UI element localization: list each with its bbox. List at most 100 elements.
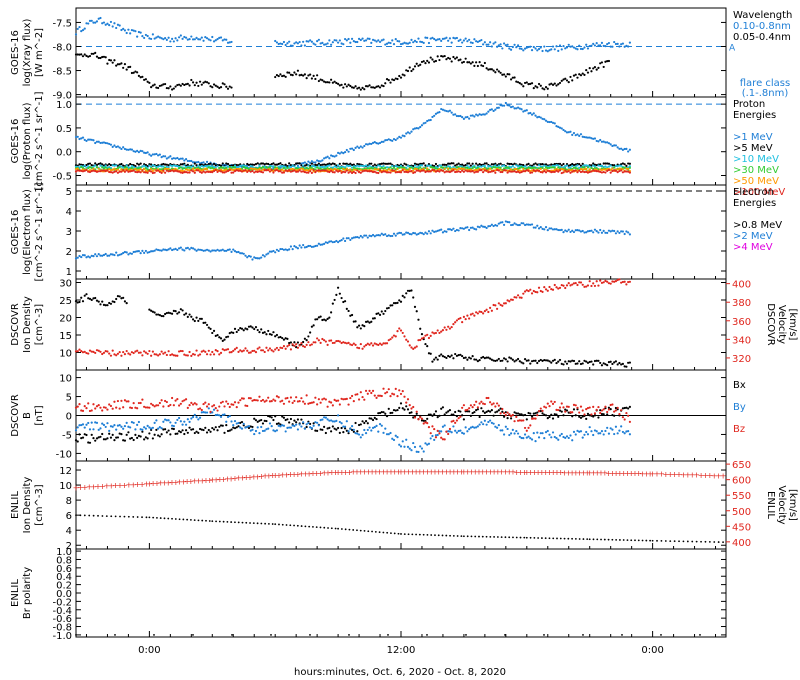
data-mark-0-0 — [583, 46, 586, 49]
data-mark-2-0 — [398, 231, 401, 234]
data-mark-1-2 — [452, 165, 455, 168]
data-mark-1-2 — [345, 164, 348, 167]
data-mark-1-2 — [209, 165, 212, 168]
data-mark-1-2 — [363, 164, 366, 168]
data-mark-2-0 — [307, 244, 310, 248]
data-mark-4-2 — [427, 425, 431, 429]
y2tick-label-3-0: 320 — [732, 354, 751, 365]
data-mark-1-5 — [150, 170, 153, 173]
data-mark-0-0 — [571, 45, 574, 48]
data-mark-3-0 — [359, 327, 362, 330]
data-mark-1-3 — [398, 166, 401, 169]
data-mark-4-2 — [116, 399, 120, 403]
data-mark-1-3 — [494, 166, 497, 169]
data-mark-1-2 — [471, 165, 474, 168]
data-mark-4-1 — [316, 421, 319, 424]
data-mark-1-1 — [485, 162, 488, 165]
data-mark-4-1 — [193, 413, 196, 416]
data-mark-5-0 — [327, 527, 329, 529]
data-mark-3-1 — [592, 282, 595, 285]
data-mark-2-0 — [81, 253, 85, 257]
data-mark-4-1 — [219, 415, 223, 419]
data-mark-1-4 — [509, 168, 513, 171]
data-mark-0-0 — [536, 49, 539, 52]
data-mark-0-0 — [335, 39, 338, 42]
data-mark-1-4 — [349, 168, 352, 171]
data-mark-1-5 — [396, 170, 399, 174]
data-mark-0-0 — [130, 28, 134, 32]
data-mark-0-1 — [452, 55, 455, 59]
data-mark-3-0 — [249, 325, 252, 328]
ytick-label-0-2: -8.0 — [52, 42, 72, 53]
data-mark-4-2 — [198, 407, 202, 410]
data-mark-1-4 — [340, 170, 343, 173]
data-mark-2-0 — [399, 231, 403, 235]
data-mark-1-2 — [516, 165, 520, 168]
data-mark-0-0 — [368, 37, 371, 40]
data-mark-1-1 — [219, 164, 223, 167]
data-mark-0-1 — [408, 66, 411, 69]
data-mark-2-0 — [338, 239, 341, 243]
data-mark-1-0 — [433, 114, 436, 117]
data-mark-4-1 — [275, 429, 279, 432]
data-mark-1-1 — [490, 163, 493, 166]
data-mark-3-0 — [469, 357, 472, 360]
data-mark-1-2 — [338, 165, 341, 169]
data-mark-0-1 — [221, 82, 224, 85]
data-mark-1-5 — [578, 169, 581, 172]
data-mark-1-3 — [102, 167, 106, 170]
data-mark-5-0 — [630, 539, 633, 542]
data-mark-2-0 — [225, 249, 228, 252]
data-mark-2-0 — [606, 231, 609, 234]
data-mark-3-1 — [567, 282, 570, 285]
data-mark-0-1 — [345, 85, 348, 88]
data-mark-4-0 — [473, 410, 476, 414]
data-mark-5-0 — [470, 535, 473, 538]
data-mark-5-0 — [578, 538, 581, 540]
data-mark-0-1 — [509, 78, 513, 81]
data-mark-4-2 — [87, 402, 90, 405]
data-mark-4-1 — [413, 445, 417, 449]
data-mark-1-0 — [614, 144, 618, 147]
data-mark-1-5 — [333, 171, 336, 174]
data-mark-3-0 — [436, 358, 439, 361]
data-mark-4-2 — [158, 401, 161, 405]
data-mark-3-0 — [181, 309, 184, 312]
data-mark-3-0 — [87, 297, 90, 300]
data-mark-4-0 — [364, 419, 368, 423]
data-mark-4-2 — [249, 397, 252, 400]
data-mark-1-1 — [604, 162, 607, 165]
data-mark-5-0 — [645, 539, 648, 542]
data-mark-4-1 — [546, 429, 549, 433]
data-mark-5-0 — [686, 540, 689, 543]
data-mark-1-2 — [279, 165, 282, 168]
data-mark-0-0 — [205, 37, 209, 40]
data-mark-2-0 — [316, 244, 319, 247]
data-mark-1-4 — [469, 168, 472, 171]
data-mark-4-1 — [225, 420, 228, 423]
data-mark-1-2 — [539, 165, 542, 168]
data-mark-1-5 — [543, 170, 546, 173]
data-mark-4-0 — [529, 412, 532, 415]
data-mark-5-0 — [649, 539, 651, 542]
data-mark-1-0 — [436, 111, 439, 114]
y2tick-label-5-3: 550 — [732, 491, 751, 502]
data-mark-5-0 — [141, 516, 143, 519]
data-mark-1-1 — [616, 163, 619, 166]
data-mark-0-1 — [333, 80, 336, 83]
data-mark-0-1 — [225, 85, 228, 88]
data-mark-3-0 — [385, 307, 389, 310]
data-mark-1-4 — [604, 168, 607, 171]
data-mark-1-0 — [501, 104, 504, 107]
data-mark-1-0 — [312, 161, 315, 164]
data-mark-0-1 — [541, 87, 544, 90]
data-mark-3-0 — [171, 312, 174, 315]
data-mark-1-0 — [188, 159, 191, 163]
data-mark-2-0 — [621, 230, 625, 233]
data-mark-0-0 — [562, 44, 565, 48]
data-mark-1-0 — [378, 141, 382, 145]
data-mark-1-0 — [202, 161, 205, 164]
data-mark-4-1 — [627, 430, 630, 433]
data-mark-1-0 — [141, 150, 144, 153]
data-mark-4-2 — [574, 404, 577, 407]
